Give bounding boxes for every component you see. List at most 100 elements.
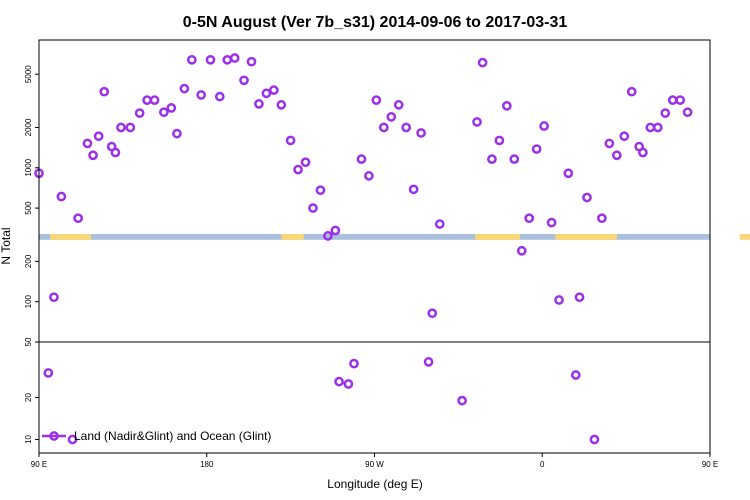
data-point (315, 185, 326, 196)
legend-label: Land (Nadir&Glint) and Ocean (Glint) (74, 429, 271, 443)
data-point (378, 122, 389, 133)
data-point (472, 117, 482, 127)
data-point (166, 103, 177, 113)
data-point (494, 135, 505, 146)
data-point (487, 154, 497, 164)
data-point (554, 295, 564, 305)
data-point (524, 213, 535, 224)
data-point (343, 379, 354, 389)
data-point (516, 245, 527, 256)
data-point (88, 150, 98, 161)
x-axis-title: Longitude (deg E) (327, 477, 422, 491)
data-point (531, 144, 542, 154)
data-point (323, 231, 333, 241)
data-point (205, 54, 216, 65)
data-point (589, 434, 600, 445)
x-axis: 90 E 180 90 W 0 90 E (31, 453, 718, 469)
legend: Land (Nadir&Glint) and Ocean (Glint) (42, 429, 271, 443)
data-point (611, 150, 622, 161)
data-point (334, 376, 344, 387)
data-point (239, 75, 249, 86)
data-point (254, 99, 264, 109)
data-point (597, 213, 607, 224)
data-point (67, 434, 78, 445)
data-point (293, 164, 303, 175)
chart-title: 0-5N August (Ver 7b_s31) 2014-09-06 to 2… (183, 14, 568, 31)
land-segment (475, 234, 520, 240)
y-tick-label: 2000 (24, 118, 33, 136)
data-point (43, 368, 54, 378)
data-point (539, 121, 549, 131)
data-point (172, 128, 182, 139)
data-point (371, 95, 382, 105)
data-point (222, 54, 233, 65)
data-point (626, 86, 637, 97)
data-point (149, 95, 160, 105)
y-axis-title: N Total (0, 227, 13, 264)
legend-marker (49, 431, 59, 441)
data-point (457, 395, 467, 406)
data-point (652, 122, 663, 133)
data-point (159, 107, 169, 118)
y-tick-label: 100 (24, 294, 33, 308)
y-tick-label: 1000 (24, 158, 33, 176)
land-segment (281, 234, 304, 240)
data-point (214, 91, 225, 102)
data-point (125, 122, 136, 133)
data-point (401, 122, 412, 133)
data-point (349, 358, 359, 369)
y-axis: 100 200 500 1000 2000 5000 10 20 50 (24, 65, 39, 444)
data-point (93, 131, 104, 142)
data-point (276, 100, 287, 110)
data-point (645, 122, 656, 133)
x-tick-label: 90 W (365, 460, 384, 469)
y-tick-label: 10 (24, 434, 33, 443)
land-ocean-band (39, 234, 750, 240)
data-point (308, 203, 318, 213)
data-point (660, 108, 671, 118)
data-point (604, 138, 615, 149)
data-point (638, 147, 648, 158)
ocean-band (39, 234, 710, 240)
data-point (570, 370, 581, 380)
data-point (675, 95, 686, 105)
data-point (393, 100, 404, 110)
data-point (667, 95, 678, 105)
y-tick-label: 50 (24, 337, 33, 346)
data-point (285, 135, 296, 146)
data-point (501, 101, 512, 111)
x-tick-label: 90 E (702, 460, 718, 469)
data-point (56, 191, 67, 202)
data-point (261, 88, 272, 99)
data-point (142, 95, 152, 105)
land-segment (50, 234, 92, 240)
data-point (186, 54, 197, 65)
data-point (269, 85, 279, 95)
data-point (99, 86, 110, 97)
data-point (416, 128, 426, 138)
land-segment (555, 234, 617, 240)
data-point (563, 168, 574, 179)
data-point (682, 107, 693, 118)
data-point (73, 213, 83, 224)
data-point (386, 112, 397, 122)
data-point (423, 357, 434, 367)
data-point (134, 108, 145, 118)
data-point (509, 154, 520, 164)
upper-panel-points (34, 53, 693, 319)
y-tick-label: 500 (24, 201, 33, 215)
data-point (427, 308, 438, 319)
lower-panel-points (43, 357, 600, 445)
data-point (582, 192, 592, 203)
data-point (110, 147, 121, 158)
data-point (546, 217, 557, 228)
data-point (356, 154, 367, 164)
x-tick-label: 180 (200, 460, 214, 469)
data-point (364, 171, 374, 181)
data-point (330, 225, 341, 236)
data-point (82, 138, 93, 149)
data-point (246, 56, 257, 67)
y-tick-label: 20 (24, 393, 33, 402)
x-tick-label: 0 (540, 460, 545, 469)
